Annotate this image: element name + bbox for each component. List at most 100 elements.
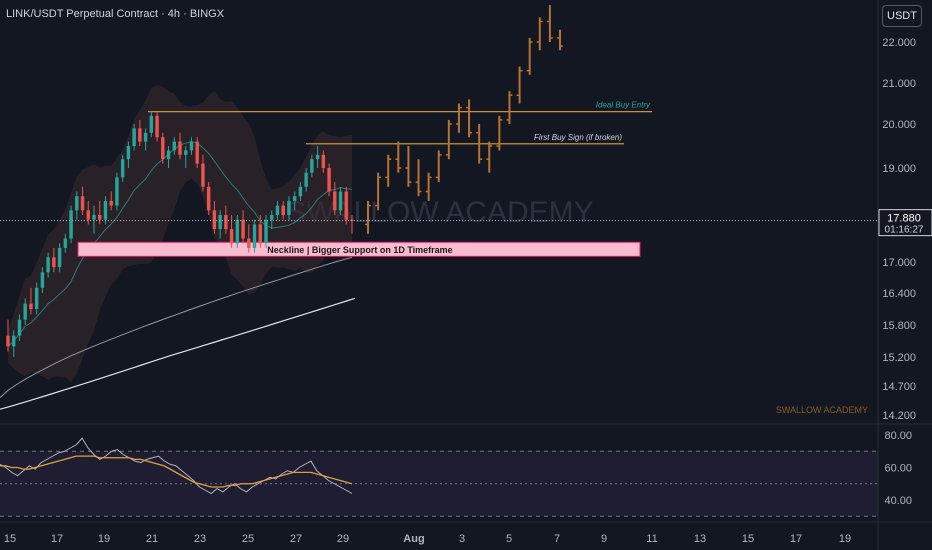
candle-body <box>338 191 343 211</box>
candle-body <box>80 196 85 211</box>
candle-body <box>247 238 251 248</box>
candle-body <box>12 335 16 347</box>
price-tick-label: 17.000 <box>882 257 916 269</box>
candle-body <box>252 224 257 248</box>
candle-body <box>218 215 222 230</box>
price-tag-value: 17.880 <box>887 213 921 225</box>
time-tick-label: 3 <box>459 533 465 545</box>
candle-body <box>126 146 131 160</box>
moving-average-2 <box>0 297 356 410</box>
time-tick-label: 27 <box>290 533 302 545</box>
oscillator-tick-label: 60.00 <box>884 463 912 475</box>
candle-body <box>206 186 211 211</box>
candle-body <box>270 215 274 220</box>
price-tick-label: 15.200 <box>882 352 916 364</box>
price-tick-label: 19.000 <box>882 163 916 175</box>
candle-body <box>161 137 165 160</box>
candle-body <box>132 128 136 146</box>
candle-body <box>241 219 245 239</box>
candle-body <box>287 200 291 215</box>
chart-title: LINK/USDT Perpetual Contract · 4h · BING… <box>6 8 225 20</box>
candle-body <box>229 229 234 244</box>
time-tick-label: 25 <box>242 533 254 545</box>
candle-body <box>264 219 268 244</box>
candle-body <box>304 172 308 187</box>
candle-body <box>86 210 90 220</box>
candle-body <box>178 141 182 155</box>
time-tick-label: 15 <box>742 533 754 545</box>
candle-body <box>275 205 280 215</box>
candle-body <box>103 200 108 220</box>
candle-body <box>29 303 33 309</box>
price-tick-label: 21.000 <box>882 78 916 90</box>
price-tick-label: 15.800 <box>882 320 916 332</box>
candle-body <box>298 186 303 197</box>
candle-body <box>92 215 96 220</box>
candle-body <box>258 224 262 244</box>
bollinger-band <box>8 84 352 383</box>
price-tick-label: 14.200 <box>882 410 916 422</box>
candle-body <box>292 196 297 201</box>
candle-body <box>172 141 176 151</box>
candle-body <box>149 115 154 133</box>
candle-body <box>321 154 326 168</box>
candle-body <box>143 132 148 142</box>
time-tick-label: 9 <box>601 533 607 545</box>
time-tick-label: 21 <box>146 533 158 545</box>
level-label: Ideal Buy Entry <box>596 101 651 110</box>
support-zone-label: Neckline | Bigger Support on 1D Timefram… <box>267 245 452 255</box>
candle-body <box>17 319 22 336</box>
time-tick-label: 19 <box>839 533 851 545</box>
time-tick-label: 17 <box>790 533 802 545</box>
price-tag-box <box>878 209 932 237</box>
candle-body <box>166 150 171 160</box>
candle-body <box>120 159 125 178</box>
candle-body <box>201 163 205 187</box>
currency-button[interactable]: USDT <box>882 5 922 27</box>
candle-body <box>195 141 199 164</box>
price-tick-label: 14.700 <box>882 381 916 393</box>
candle-body <box>224 215 228 230</box>
time-tick-label: 13 <box>694 533 706 545</box>
time-tick-label: 5 <box>506 533 512 545</box>
candle-body <box>40 272 45 288</box>
candle-body <box>57 247 62 268</box>
candle-body <box>75 196 79 211</box>
level-label: First Buy Sign (if broken) <box>534 133 622 142</box>
time-tick-label: 15 <box>4 533 16 545</box>
candle-body <box>212 210 217 230</box>
candle-body <box>315 154 320 160</box>
candle-body <box>115 177 119 206</box>
time-tick-label: 23 <box>194 533 206 545</box>
candle-body <box>6 335 10 347</box>
price-tick-label: 20.000 <box>882 119 916 131</box>
candle-body <box>138 128 142 142</box>
time-tick-label: 17 <box>51 533 63 545</box>
time-tick-label: 29 <box>337 533 349 545</box>
price-tag-countdown: 01:16:27 <box>885 225 924 236</box>
candle-body <box>310 159 314 173</box>
time-tick-label: 7 <box>554 533 560 545</box>
rsi-ma-line <box>0 455 353 488</box>
candle-body <box>34 287 39 309</box>
candle-body <box>98 215 102 220</box>
time-tick-label: 19 <box>98 533 110 545</box>
watermark-corner: SWALLOW ACADEMY <box>776 405 868 415</box>
candle-body <box>63 238 68 248</box>
time-tick-label: 11 <box>646 533 657 545</box>
moving-average-1 <box>0 256 353 398</box>
candle-body <box>46 257 50 273</box>
candle-body <box>235 219 240 244</box>
candle-body <box>327 168 331 192</box>
oscillator-tick-label: 80.00 <box>884 430 912 442</box>
candle-body <box>184 150 188 155</box>
candle-body <box>69 210 73 239</box>
candle-body <box>155 115 159 138</box>
oscillator-tick-label: 40.00 <box>884 495 912 507</box>
price-tick-label: 16.400 <box>882 288 916 300</box>
support-zone <box>77 241 641 257</box>
time-tick-label: Aug <box>403 533 424 545</box>
price-tick-label: 22.000 <box>882 37 916 49</box>
candle-body <box>333 191 337 211</box>
